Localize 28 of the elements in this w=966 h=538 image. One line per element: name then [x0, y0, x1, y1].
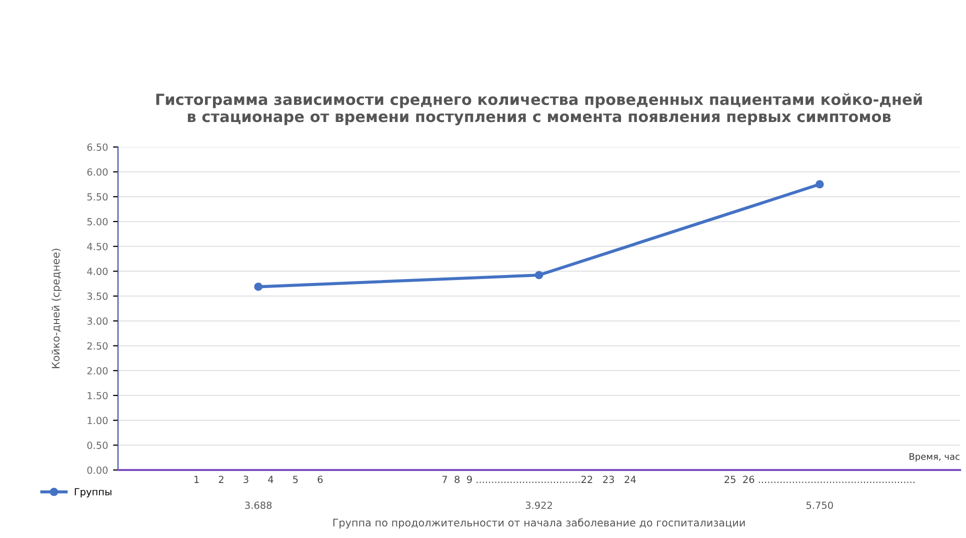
x-axis-title: Группа по продолжительности от начала заболевание до госпитализации [333, 518, 745, 529]
text: 3.688 [245, 502, 272, 509]
point [254, 282, 262, 291]
point [816, 180, 824, 188]
y-tick-label: 1.00 [88, 416, 108, 424]
y-tick-label: 5.00 [87, 218, 108, 226]
y-tick-label: 0.00 [87, 466, 108, 474]
y-tick-label: 0.50 [87, 442, 108, 449]
y-axis-title: Койко-дней (среднее) [52, 248, 62, 368]
y-tick-label: 4.50 [87, 242, 108, 250]
point [534, 270, 544, 280]
legend-label: Группы [74, 488, 112, 498]
x-tick-label: 7 8 9 ..................................22 23 24 [442, 476, 636, 484]
y-tick-label: 5.50 [87, 193, 108, 201]
text: 5.750 [806, 502, 833, 509]
y-tick-label: 6.50 [87, 143, 108, 151]
y-tick-label: 1.50 [88, 392, 108, 400]
y-tick-label: 2.00 [87, 367, 108, 374]
y-tick-label: 4.00 [87, 268, 108, 276]
y-tick-label: 3.00 [87, 317, 108, 325]
x-tick-label: 1 2 3 4 5 6 [194, 476, 323, 484]
text: 3.922 [526, 502, 552, 509]
annotation: Время, час [910, 453, 960, 462]
x-tick-label: 25 26 ................................................... [724, 476, 914, 484]
y-tick-label: 6.00 [87, 168, 108, 176]
y-tick-label: 3.50 [87, 292, 108, 300]
chart-title: Гистограмма зависимости среднего количества проведенных пациентами койко-дней в стационаре от времени поступления с момента появления первых симптомов [156, 93, 922, 126]
y-tick-label: 2.50 [87, 342, 108, 350]
